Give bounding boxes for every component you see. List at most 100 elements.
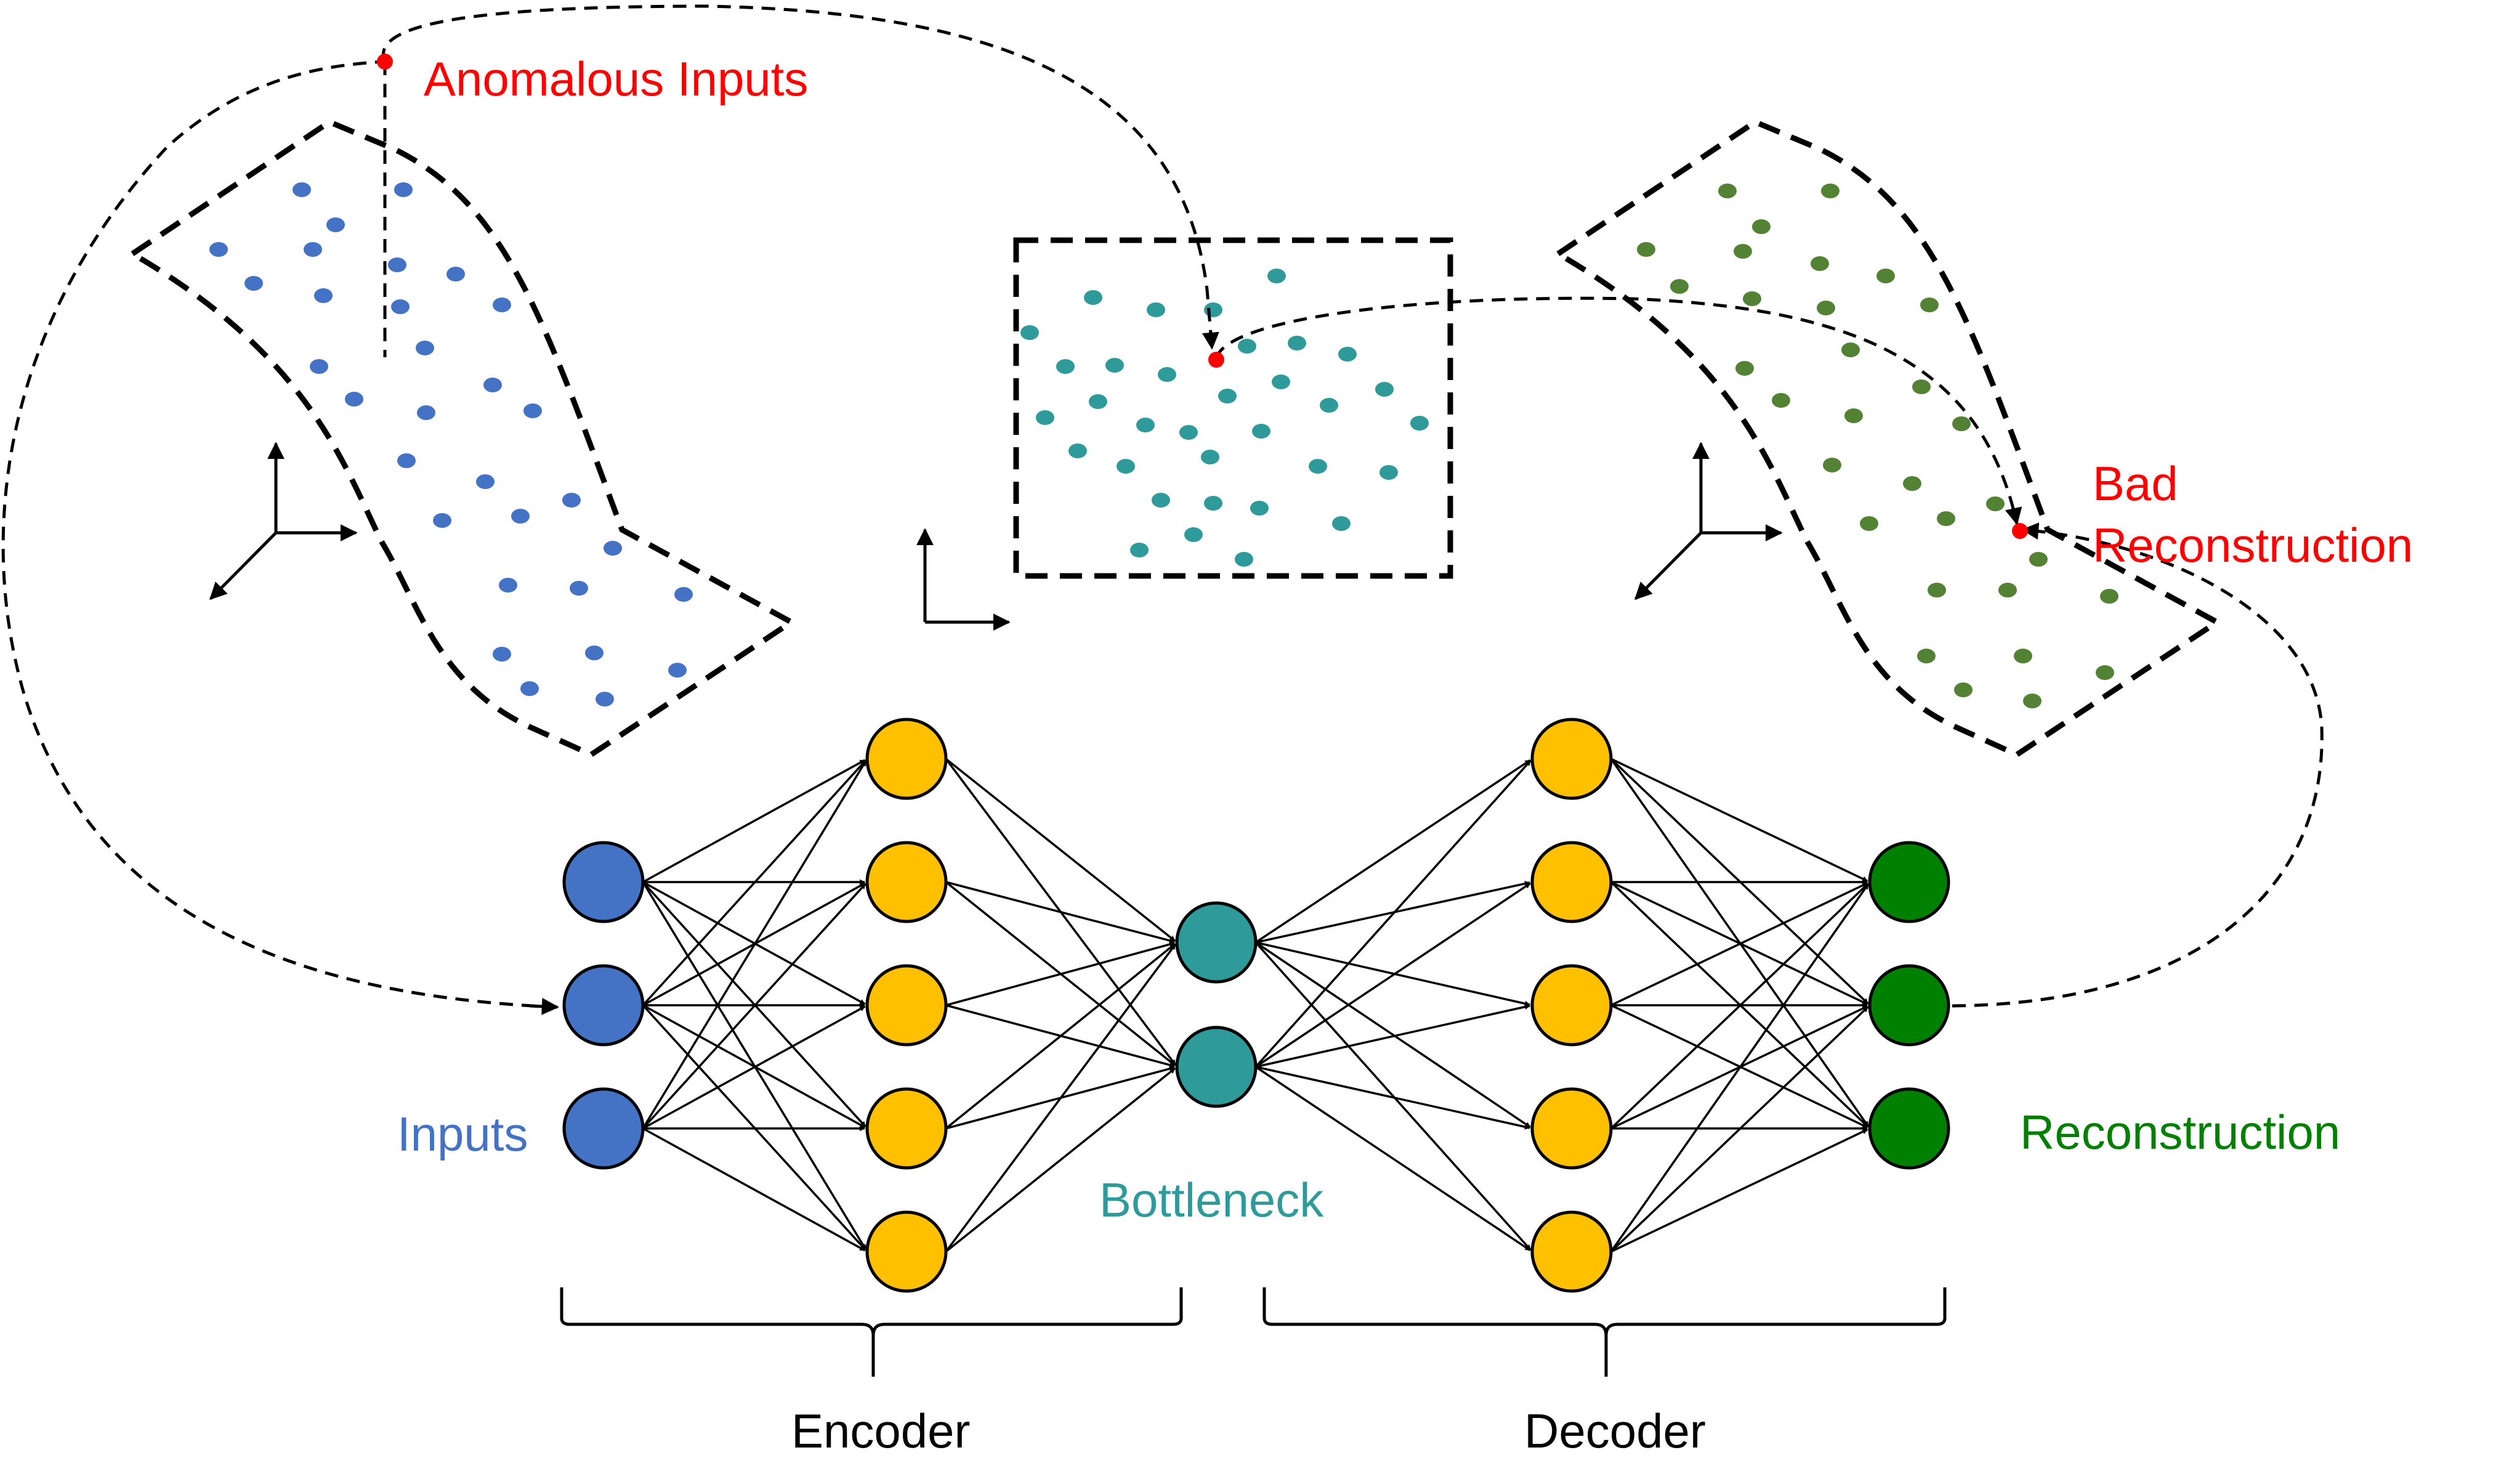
- latent-space-point: [1201, 450, 1219, 464]
- latent-space-point: [1267, 269, 1286, 283]
- loop-into-input-arrow: [529, 997, 559, 1015]
- decoder-label: Decoder: [1524, 1404, 1706, 1458]
- latent-space-point: [1204, 496, 1222, 511]
- encoder-hidden-node: [865, 1087, 948, 1170]
- network-edge: [1610, 883, 1870, 1253]
- network-edge: [1255, 941, 1530, 1006]
- reconstruction-node: [1868, 964, 1950, 1047]
- input-space-point: [345, 392, 363, 407]
- latent-space-point: [1020, 325, 1039, 340]
- output-manifold: [1553, 118, 2223, 758]
- latent-space-point: [1238, 339, 1256, 354]
- output-to-bad-reconstruction-path: [1952, 522, 2324, 1008]
- encoder-hidden-node: [865, 841, 948, 923]
- output-space-point: [1860, 516, 1878, 531]
- inputs-label: Inputs: [397, 1107, 528, 1161]
- output-space-point: [2029, 552, 2048, 567]
- encoder-brace: [560, 1287, 1183, 1377]
- latent-space-point: [1136, 418, 1155, 432]
- latent-space-point: [1375, 382, 1394, 397]
- reconstruction-node: [1868, 841, 1950, 923]
- encoder-label: Encoder: [791, 1404, 971, 1458]
- latent-space-point: [1089, 394, 1107, 409]
- input-manifold: [127, 118, 797, 758]
- input-space-point: [511, 509, 530, 524]
- network-edge: [1255, 1066, 1530, 1130]
- latent-space-point: [1130, 543, 1149, 557]
- output-space-point: [2096, 665, 2114, 680]
- output-space-point: [2014, 649, 2032, 663]
- decoder-hidden-node: [1530, 841, 1613, 923]
- latent-space-point: [1235, 552, 1253, 567]
- latent-space-point: [1179, 425, 1198, 440]
- input-space-point: [476, 474, 495, 489]
- input-space-point: [493, 298, 511, 312]
- output-space-point: [1928, 583, 1946, 597]
- network-edge: [1254, 941, 1532, 1251]
- latent-space-point: [1036, 410, 1054, 425]
- input-space-point: [585, 646, 604, 660]
- anomaly-to-latent-path: [382, 4, 1219, 350]
- network-edge: [642, 760, 867, 1129]
- latent-space-point: [1105, 358, 1124, 373]
- network-edge: [945, 944, 1177, 1253]
- input-space-point: [314, 288, 333, 303]
- output-space-point: [1920, 298, 1939, 312]
- decoder-hidden-node: [1530, 1087, 1613, 1170]
- network-edge: [1255, 881, 1530, 944]
- encoder-hidden-node: [865, 1210, 948, 1293]
- latent-space-point: [1252, 424, 1270, 439]
- input-space-point: [304, 242, 322, 257]
- anomalous-input-point: [377, 54, 393, 70]
- output-space-point: [1772, 393, 1790, 408]
- latent-space-point: [1250, 501, 1269, 516]
- output-space-point: [1821, 184, 1840, 198]
- decoder-hidden-node: [1530, 1210, 1613, 1293]
- output-space-point: [1917, 649, 1936, 663]
- output-space-point: [1670, 279, 1689, 294]
- input-space-point: [391, 299, 410, 314]
- input-space-axes: [209, 442, 358, 600]
- output-manifold-outline: [1553, 118, 2223, 758]
- input-node: [562, 841, 645, 923]
- input-node: [562, 964, 645, 1047]
- input-space-point: [604, 541, 622, 556]
- latent-space-point: [1288, 336, 1306, 350]
- latent-space-point: [1158, 367, 1176, 382]
- reconstruction-node: [1868, 1087, 1950, 1170]
- latent-space-point: [1056, 359, 1075, 374]
- latent-space-point: [1272, 375, 1290, 389]
- network-edge: [642, 1127, 866, 1252]
- latent-space-point: [1084, 290, 1102, 305]
- input-space-point: [483, 378, 502, 392]
- network-edge: [1255, 1004, 1530, 1068]
- latent-space-point: [1338, 347, 1357, 362]
- output-space-point: [2023, 694, 2041, 708]
- latent-space-point: [1332, 516, 1351, 531]
- input-space-point: [394, 182, 413, 197]
- input-space-point: [674, 587, 693, 602]
- output-space-point: [1986, 496, 2005, 511]
- network-connections: [642, 758, 1870, 1253]
- input-space-point: [388, 257, 406, 272]
- network-edge: [1255, 941, 1531, 1128]
- input-space-point: [417, 405, 435, 420]
- input-node: [562, 1087, 645, 1170]
- latent-space-point: [1410, 416, 1429, 431]
- latent-anomaly-point: [1208, 352, 1224, 368]
- latent-space-point: [1068, 443, 1087, 458]
- network-edge: [642, 883, 866, 1130]
- input-space-point: [570, 581, 588, 596]
- output-space-point: [1823, 458, 1841, 472]
- input-space-point: [433, 513, 451, 528]
- decoder-hidden-node: [1530, 718, 1613, 800]
- decoder-brace: [1262, 1287, 1947, 1377]
- input-space-point: [562, 493, 581, 508]
- output-space-point: [1998, 583, 2017, 597]
- latent-space-point: [1379, 465, 1398, 480]
- input-space-point: [446, 267, 465, 281]
- network-edge: [642, 759, 866, 883]
- network-edge: [1610, 758, 1868, 882]
- network-edge: [1610, 1128, 1868, 1253]
